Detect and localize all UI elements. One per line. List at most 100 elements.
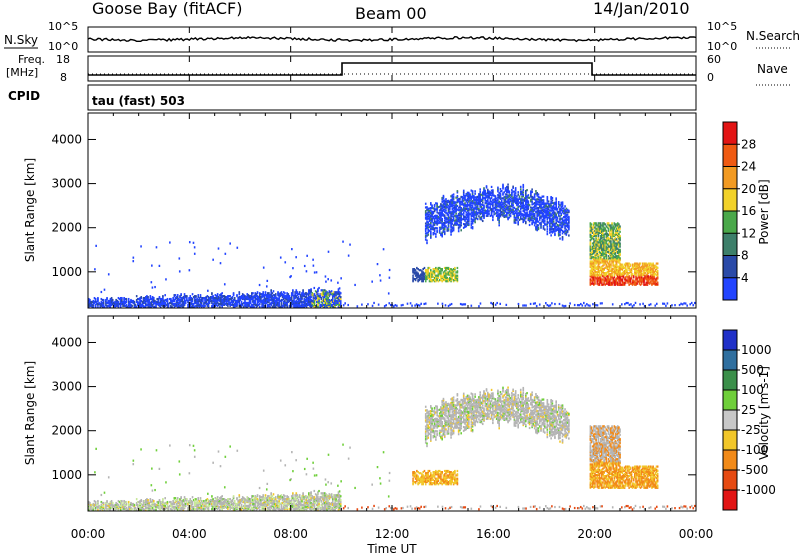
- power-cell: [616, 275, 619, 278]
- power-cell: [468, 211, 470, 214]
- power-cell: [590, 246, 593, 249]
- power-cell: [531, 188, 533, 191]
- power-cell: [535, 228, 537, 231]
- power-cell: [551, 216, 554, 219]
- power-cell: [563, 222, 565, 225]
- power-cell: [596, 267, 599, 270]
- power-cell: [457, 200, 460, 203]
- power-cell: [456, 279, 459, 282]
- power-cell: [591, 242, 594, 245]
- power-cell: [426, 225, 428, 229]
- power-cell: [441, 235, 443, 238]
- power-cell: [460, 218, 462, 221]
- power-cell: [134, 305, 137, 308]
- power-cell: [611, 261, 613, 264]
- power-cell: [525, 215, 527, 219]
- power-cell: [613, 276, 616, 279]
- power-cell: [545, 211, 547, 214]
- power-cell: [522, 195, 525, 198]
- power-cell: [188, 241, 191, 244]
- power-cell: [259, 299, 261, 303]
- power-cell: [236, 246, 239, 249]
- power-cell: [490, 301, 492, 305]
- power-cell: [233, 302, 236, 306]
- power-cell: [339, 299, 342, 303]
- power-cell: [518, 205, 521, 208]
- power-cell: [517, 193, 519, 196]
- power-cell: [426, 241, 428, 245]
- power-cell: [443, 274, 446, 277]
- power-cell: [456, 223, 459, 226]
- power-cell: [643, 262, 645, 265]
- power-cell: [447, 304, 450, 308]
- power-cell: [290, 297, 293, 301]
- power-cell: [504, 197, 507, 200]
- power-cell: [637, 280, 640, 283]
- power-cell: [304, 302, 307, 306]
- power-cell: [413, 277, 416, 281]
- power-cell: [656, 262, 659, 265]
- power-cell: [179, 304, 181, 307]
- power-cell: [525, 214, 527, 217]
- power-cell: [540, 222, 542, 226]
- power-cell: [525, 222, 527, 225]
- power-cell: [561, 235, 564, 239]
- power-cell: [236, 299, 238, 303]
- power-cell: [557, 220, 560, 223]
- power-cell: [433, 232, 436, 235]
- power-cell: [422, 279, 424, 282]
- power-cell: [105, 298, 107, 302]
- power-cell: [599, 234, 602, 238]
- power-cell: [122, 300, 124, 304]
- power-cell: [465, 213, 468, 217]
- power-cell: [451, 199, 454, 202]
- power-cell: [546, 216, 549, 220]
- power-cell: [646, 275, 649, 278]
- power-cell: [219, 294, 221, 297]
- power-cell: [175, 296, 178, 299]
- power-cell: [452, 218, 455, 221]
- power-cell: [426, 218, 428, 221]
- power-cell: [605, 236, 608, 239]
- power-cell: [561, 238, 564, 241]
- power-cell: [606, 265, 609, 268]
- power-cell: [499, 302, 502, 305]
- power-cell: [474, 196, 476, 199]
- power-cell: [377, 303, 380, 306]
- power-cell: [499, 188, 502, 191]
- power-cell: [449, 219, 451, 222]
- power-cell: [488, 202, 490, 206]
- power-cell: [108, 304, 111, 307]
- power-cell: [450, 198, 452, 202]
- power-cell: [560, 209, 563, 212]
- power-cell: [295, 289, 298, 292]
- power-cell: [537, 213, 540, 216]
- power-cell: [506, 195, 508, 198]
- power-cell: [256, 301, 259, 305]
- power-cell: [461, 199, 464, 202]
- power-cell: [466, 207, 469, 210]
- power-cell: [656, 266, 659, 269]
- power-cell: [537, 227, 540, 231]
- power-cell: [591, 260, 594, 263]
- power-cell: [261, 296, 263, 299]
- power-cell: [228, 297, 230, 301]
- power-cell: [442, 223, 445, 226]
- power-cell: [616, 240, 619, 243]
- power-cell: [231, 299, 234, 303]
- power-cell: [255, 293, 258, 296]
- power-cell: [519, 216, 522, 219]
- power-cell: [607, 272, 610, 275]
- power-cell: [319, 293, 322, 296]
- power-cell: [478, 201, 480, 204]
- power-cell: [323, 298, 326, 302]
- power-cell: [608, 264, 611, 267]
- power-cell: [272, 290, 275, 293]
- power-cell: [590, 226, 593, 229]
- power-cell: [433, 203, 436, 207]
- power-cell: [443, 227, 446, 231]
- power-cell: [282, 294, 285, 297]
- power-cell: [619, 227, 621, 230]
- power-cell: [291, 248, 293, 251]
- power-cell: [531, 208, 533, 211]
